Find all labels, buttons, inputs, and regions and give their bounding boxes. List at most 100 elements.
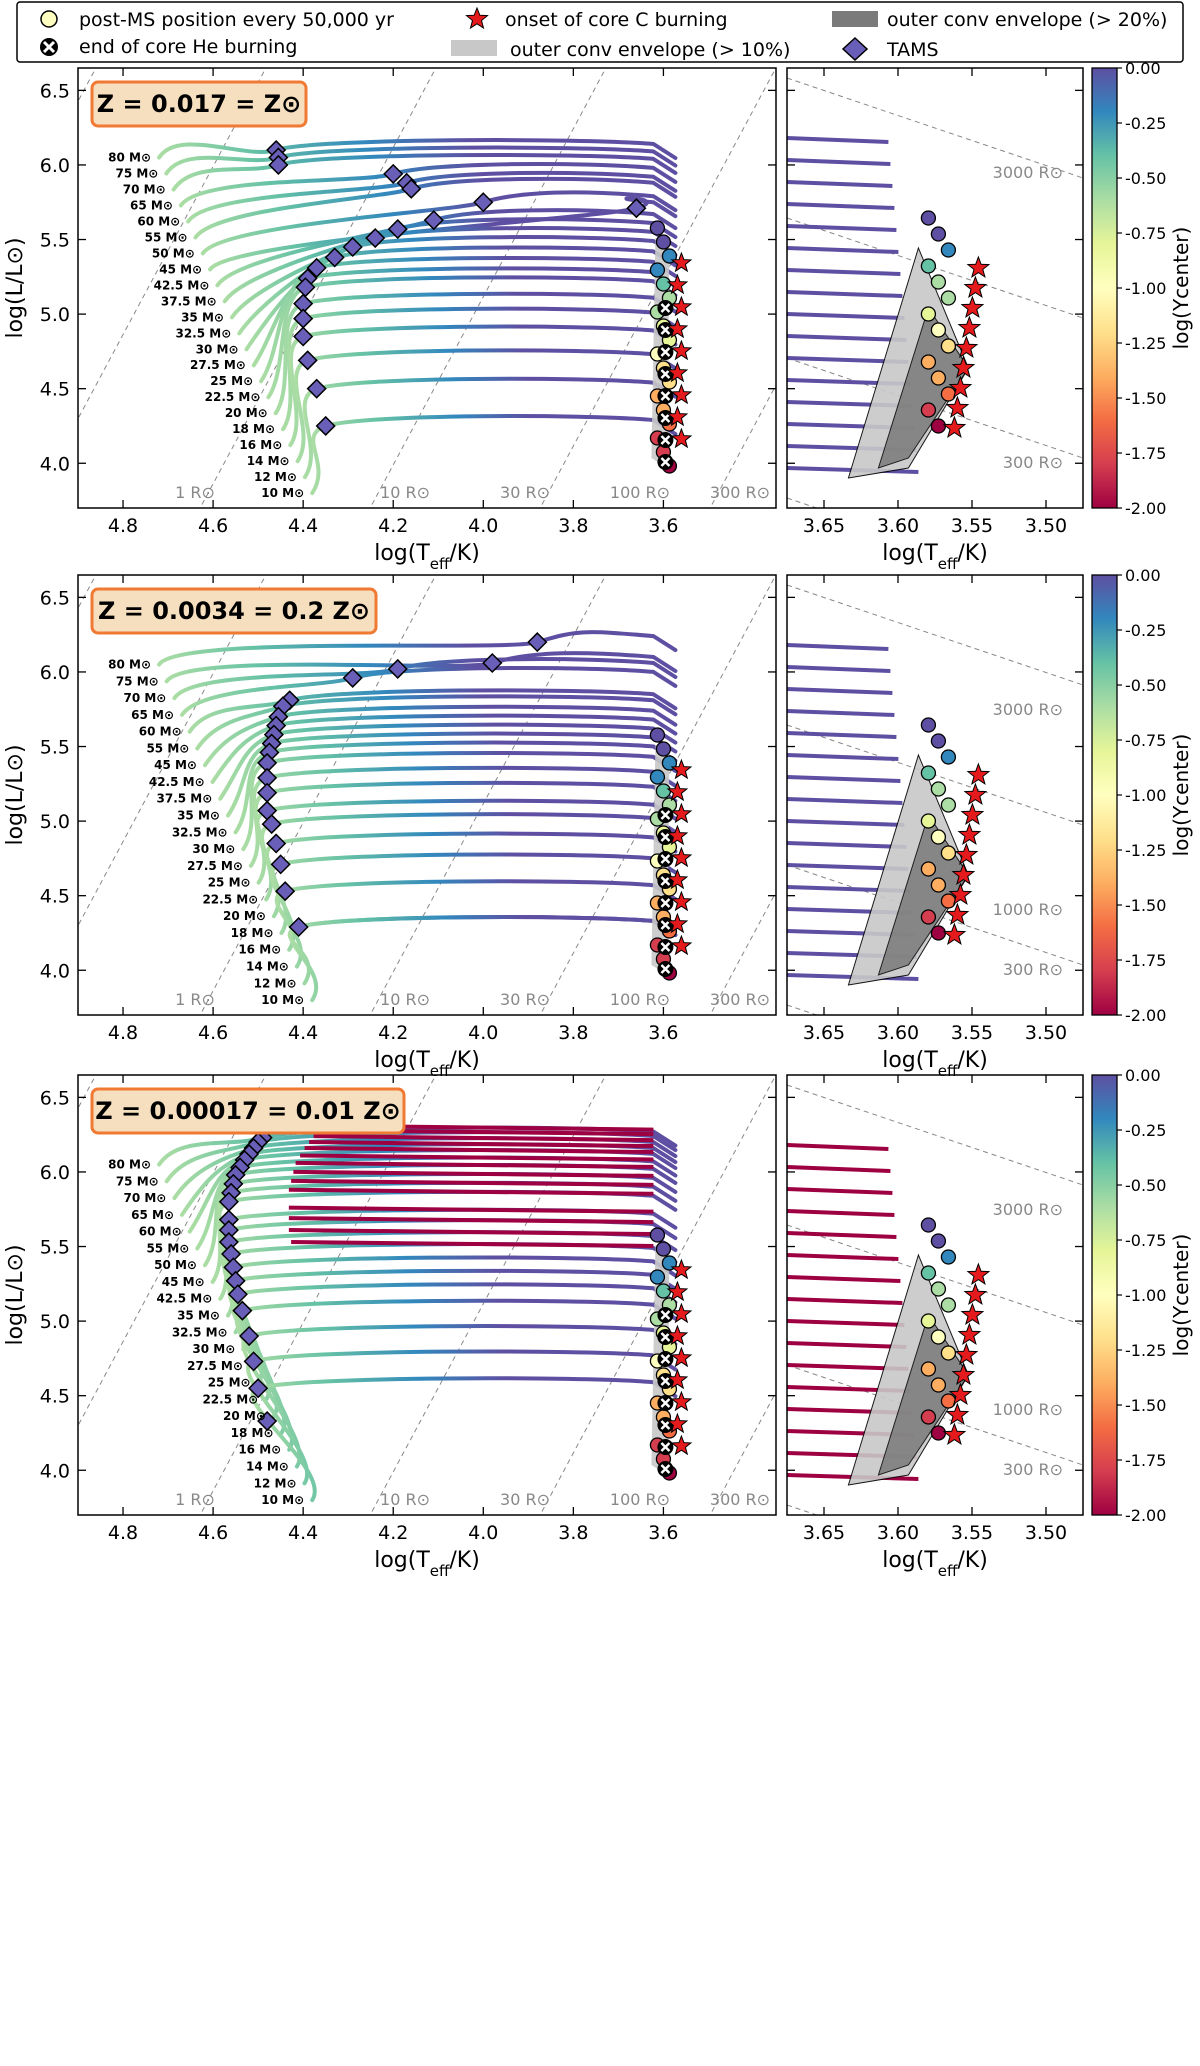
tams-diamond [306, 378, 327, 399]
zoom-track [787, 1231, 897, 1239]
mass-label: 16 M⊙ [238, 1443, 281, 1457]
post-ms-point [930, 370, 947, 386]
zoom-plot-frame [786, 574, 1084, 1016]
evolutionary-track [157, 138, 678, 160]
mass-label: 65 M⊙ [131, 708, 174, 722]
x-tick-label: 4.2 [378, 1022, 408, 1044]
zoom-x-tick-label: 3.60 [877, 515, 919, 537]
post-ms-point [655, 276, 672, 292]
y-axis-label: log(L/L⊙) [3, 744, 28, 845]
radius-line [78, 1075, 267, 1427]
post-ms-point [930, 1281, 947, 1297]
colorbar-tick-label: -0.75 [1125, 1231, 1166, 1250]
evolutionary-track [222, 1242, 678, 1385]
tams-diamond [243, 1351, 264, 1372]
radius-label-300: 300 R⊙ [710, 483, 770, 502]
post-ms-point [655, 783, 672, 799]
x-tick-label: 4.6 [198, 1522, 228, 1544]
c-burning-star [670, 934, 693, 956]
radius-label-100: 100 R⊙ [610, 483, 670, 502]
tams-diamond [626, 198, 647, 219]
evolutionary-track-late [288, 1205, 654, 1214]
zoom-track [787, 334, 907, 342]
mass-label: 55 M⊙ [146, 1241, 189, 1255]
evolutionary-track-late [295, 1160, 654, 1169]
mass-label: 50 M⊙ [152, 246, 195, 260]
c-burning-star [666, 780, 689, 802]
post-ms-point [920, 1409, 937, 1425]
zoom-track [787, 158, 891, 166]
tams-diamond [266, 833, 287, 854]
colorbar [1091, 1074, 1118, 1516]
y-tick-label: 6.0 [40, 662, 70, 684]
mass-label: 65 M⊙ [131, 1208, 174, 1222]
post-ms-point [930, 1233, 947, 1249]
evolutionary-track [233, 740, 678, 835]
x-tick-label: 4.0 [468, 1522, 498, 1544]
post-ms-point [920, 210, 937, 226]
zoom-x-tick-label: 3.55 [951, 1022, 993, 1044]
end-he-cross [660, 369, 671, 379]
c-burning-star [960, 1302, 985, 1326]
post-ms-point [940, 290, 957, 306]
post-ms-point [940, 1393, 957, 1409]
post-ms-point [940, 749, 957, 765]
post-ms-point [655, 1241, 672, 1257]
evolutionary-track [302, 376, 678, 480]
c-burning-star [670, 758, 693, 780]
radius-label-100: 100 R⊙ [610, 1490, 670, 1509]
colorbar-tick-label: -1.75 [1125, 951, 1166, 970]
mass-label: 45 M⊙ [162, 1275, 205, 1289]
post-ms-point [655, 741, 672, 757]
y-tick-label: 6.5 [40, 587, 70, 609]
post-ms-point [920, 1217, 937, 1233]
post-ms-point [930, 925, 947, 941]
x-tick-label: 3.8 [558, 1522, 588, 1544]
colorbar-tick-label: -0.50 [1125, 676, 1166, 695]
zoom-track [787, 665, 891, 673]
c-burning-star [966, 762, 991, 786]
zoom-x-tick-label: 3.60 [877, 1022, 919, 1044]
tams-diamond [293, 326, 314, 347]
zoom-x-tick-label: 3.50 [1025, 515, 1067, 537]
evolutionary-track [294, 348, 678, 464]
evolutionary-track [217, 1180, 678, 1301]
metallicity-label-box [90, 1087, 406, 1135]
tams-diamond [261, 814, 282, 835]
c-burning-star [666, 1280, 689, 1302]
evolutionary-track-late [304, 1146, 654, 1155]
evolutionary-track [259, 266, 678, 384]
post-ms-point [940, 386, 957, 402]
y-tick-label: 6.0 [40, 1162, 70, 1184]
evolutionary-track [164, 651, 678, 684]
colorbar-tick-label: -0.25 [1125, 1121, 1166, 1140]
c-burning-star [670, 846, 693, 868]
end-he-cross [660, 1376, 671, 1386]
x-tick-label: 4.6 [198, 1022, 228, 1044]
radius-label-300: 300 R⊙ [710, 990, 770, 1009]
post-ms-point [930, 781, 947, 797]
colorbar-tick-label: 0.00 [1125, 1066, 1161, 1085]
colorbar-tick-label: -1.50 [1125, 1396, 1166, 1415]
evolutionary-track-late [300, 1153, 654, 1162]
tams-diamond [232, 1300, 253, 1321]
evolutionary-track-late [293, 1169, 654, 1178]
evolutionary-track [251, 255, 678, 368]
zoom-radius-label: 3000 R⊙ [993, 1200, 1063, 1219]
panel-3: 1 R⊙ 10 R⊙ 30 R⊙ 100 R⊙ 300 R⊙ 80 M⊙ 75 M⊙ 70 M… [3, 1066, 1193, 1580]
post-ms-point [940, 1249, 957, 1265]
c-burning-star [666, 405, 689, 427]
post-ms-point [940, 1345, 957, 1361]
mass-label: 25 M⊙ [208, 876, 251, 890]
colorbar-tick-label: -0.25 [1125, 621, 1166, 640]
tams-diamond [387, 219, 408, 240]
c-burning-star [666, 1412, 689, 1434]
mass-label: 45 M⊙ [159, 262, 202, 276]
y-tick-label: 5.0 [40, 304, 70, 326]
evolutionary-track-late [309, 1140, 654, 1149]
y-tick-label: 4.0 [40, 453, 70, 475]
post-ms-point [930, 1329, 947, 1345]
post-ms-point [930, 733, 947, 749]
c-burning-star [957, 1322, 982, 1346]
x-tick-label: 4.4 [288, 515, 318, 537]
